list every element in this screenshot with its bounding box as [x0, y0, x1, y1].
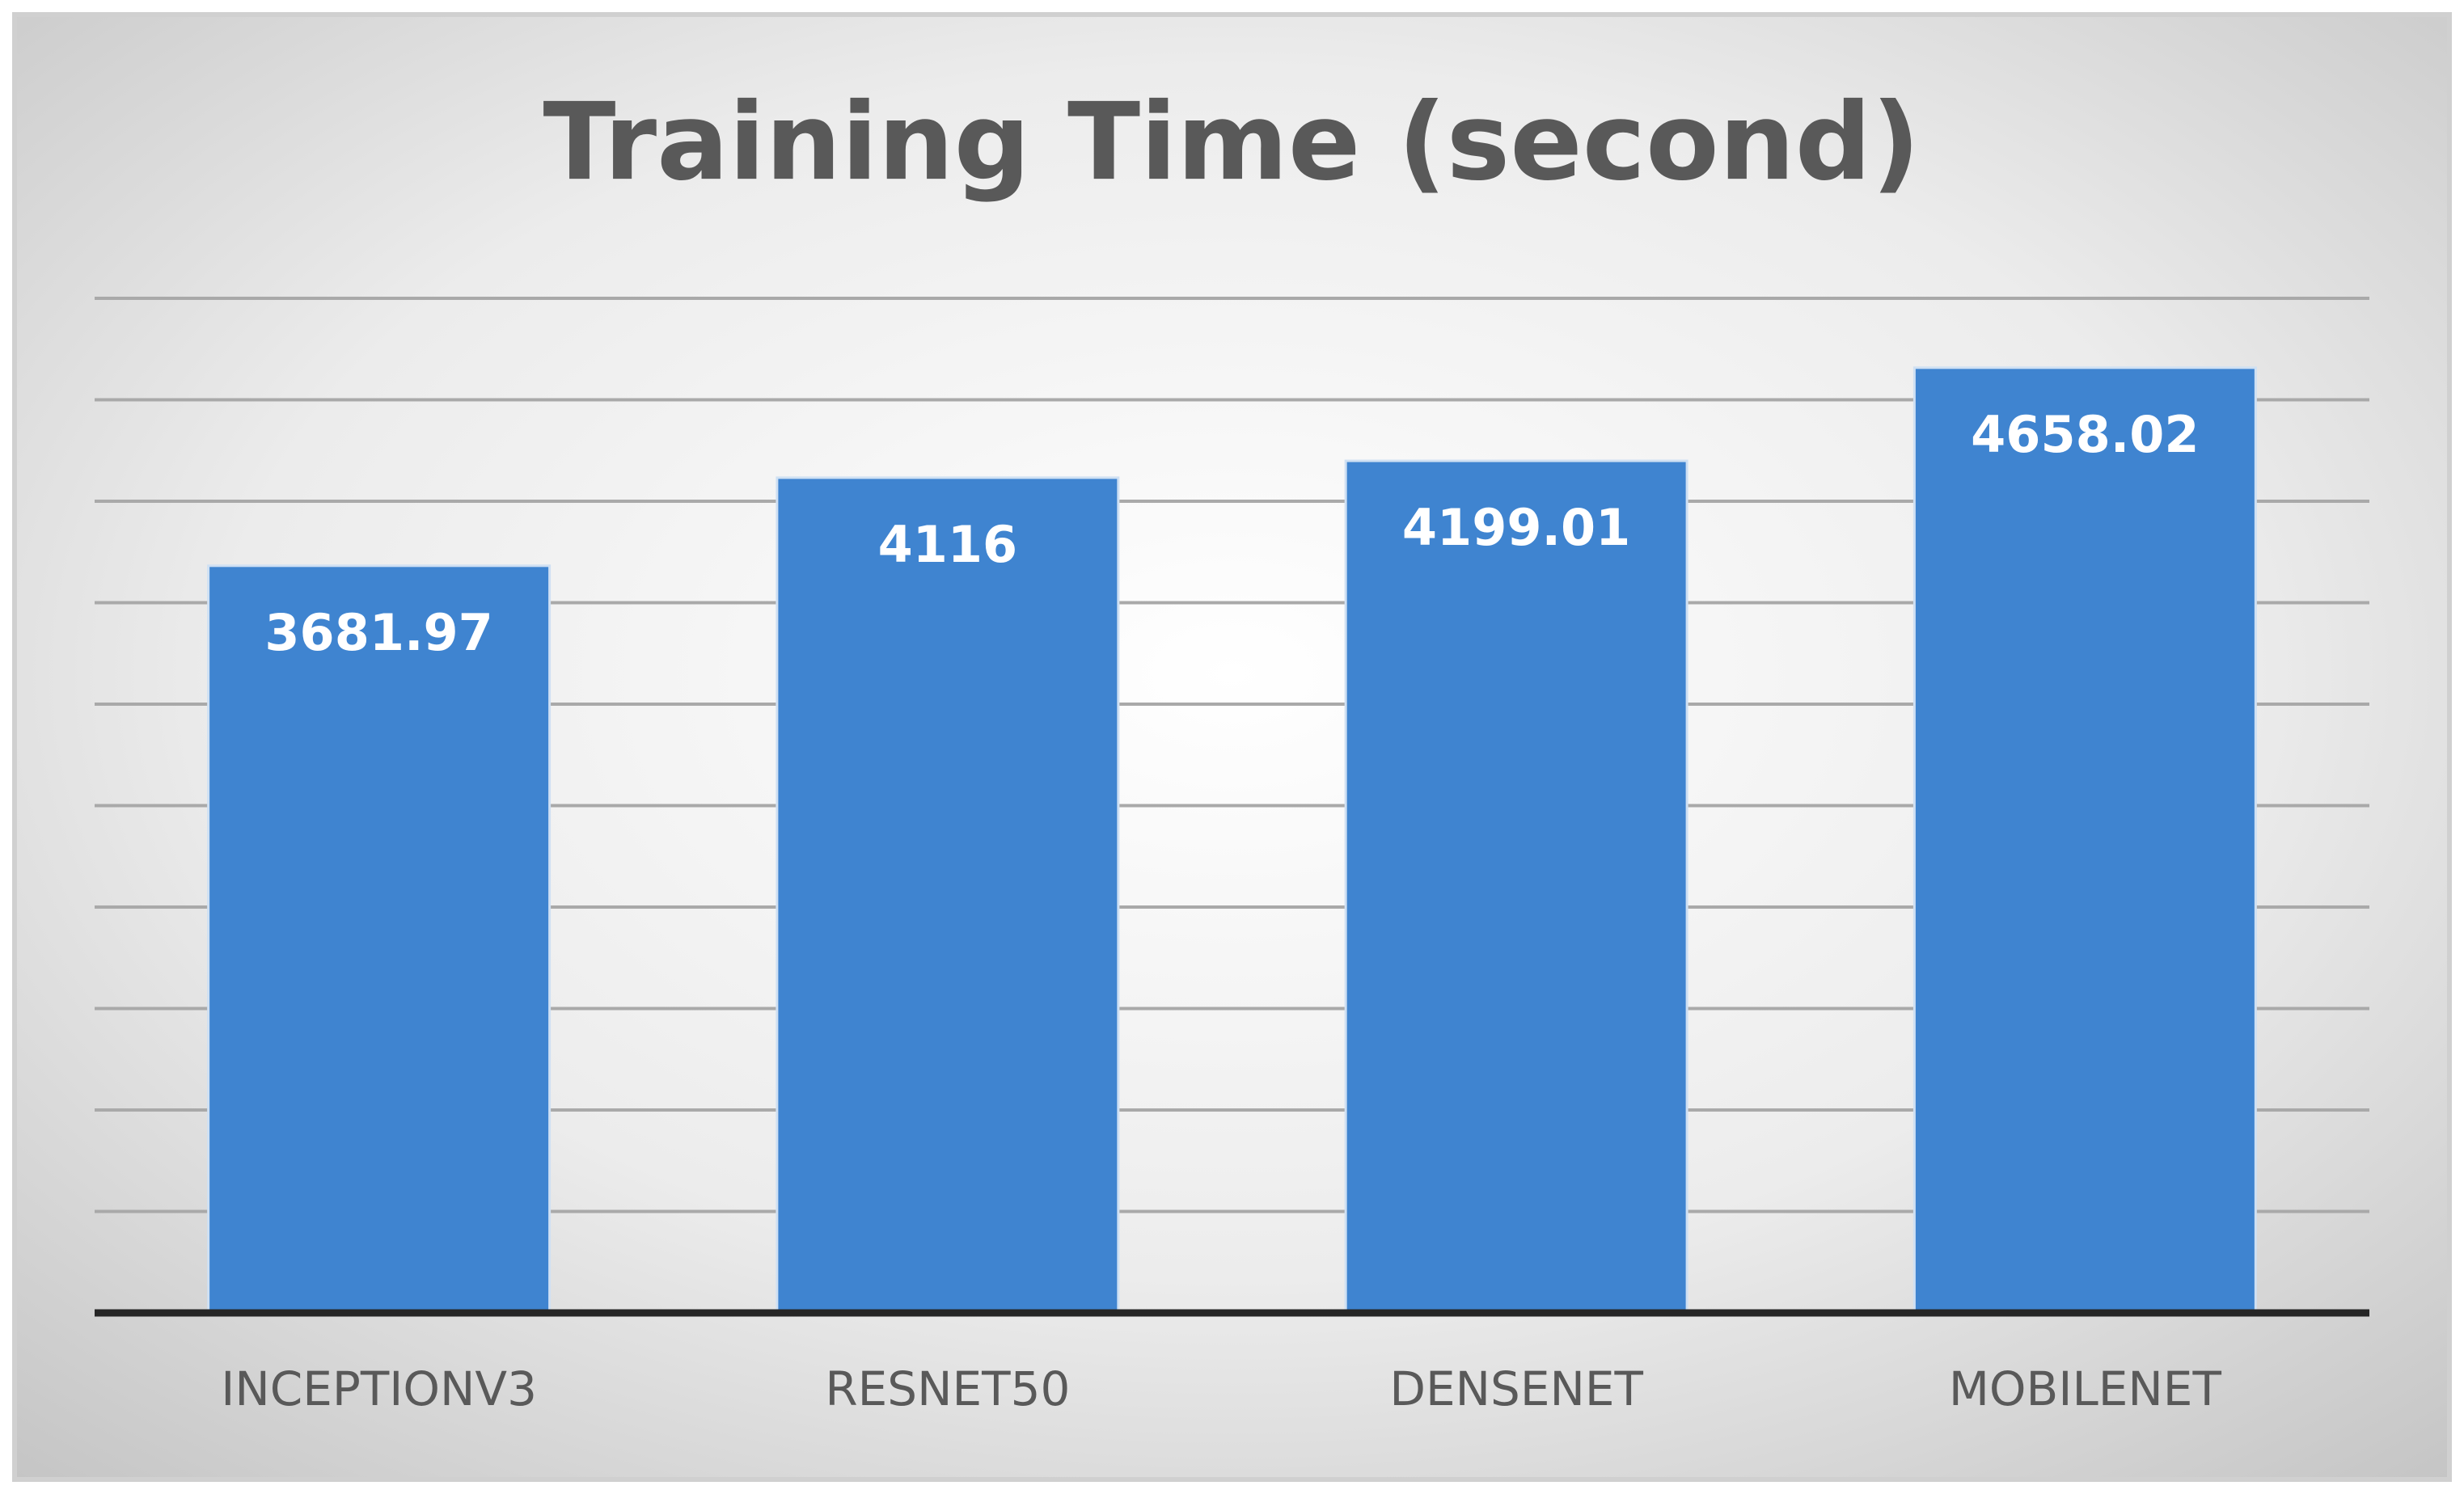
x-tick-label: MOBILENET [1949, 1361, 2222, 1416]
bar [1344, 459, 1688, 1315]
bar [1912, 366, 2257, 1315]
bar [776, 476, 1120, 1315]
data-label: 4199.01 [1402, 498, 1630, 557]
x-tick-label: DENSENET [1389, 1361, 1643, 1416]
x-tick-label: RESNET50 [825, 1361, 1070, 1416]
data-label: 3681.97 [264, 603, 492, 662]
chart-title: Training Time (second) [543, 80, 1920, 205]
data-label: 4116 [878, 515, 1018, 574]
data-label: 4658.02 [1971, 405, 2199, 464]
x-tick-label: INCEPTIONV3 [221, 1361, 537, 1416]
bar [207, 564, 552, 1315]
